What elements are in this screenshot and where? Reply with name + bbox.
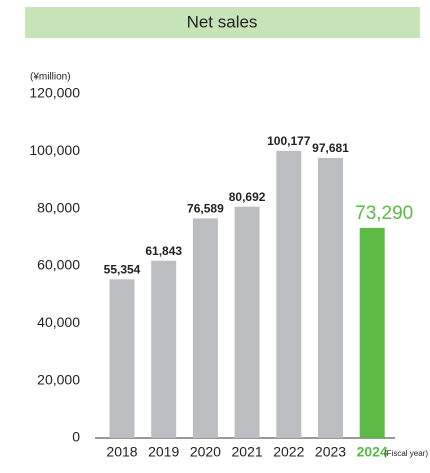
x-tick-label: 2024 [357, 444, 388, 460]
chart-title: Net sales [187, 12, 258, 31]
value-label: 80,692 [229, 190, 266, 204]
value-label: 61,843 [145, 244, 182, 258]
x-tick-label: 2020 [190, 444, 221, 460]
value-label: 100,177 [267, 134, 311, 148]
bar [276, 150, 302, 438]
y-unit-label: (¥million) [30, 72, 71, 83]
bar [318, 157, 343, 438]
y-tick-label: 80,000 [37, 199, 80, 215]
y-tick-label: 40,000 [37, 314, 80, 330]
y-tick-label: 60,000 [37, 257, 80, 273]
value-label: 73,290 [355, 203, 413, 224]
y-tick-label: 120,000 [29, 85, 80, 101]
x-tick-label: 2021 [232, 444, 263, 460]
bar [359, 227, 385, 438]
x-tick-label: 2018 [106, 444, 137, 460]
x-tick-label: 2022 [273, 444, 304, 460]
title-band [25, 7, 420, 38]
y-tick-label: 100,000 [29, 142, 80, 158]
y-tick-label: 20,000 [37, 371, 80, 387]
value-label: 97,681 [312, 141, 349, 155]
value-label: 76,589 [187, 202, 224, 216]
value-label: 55,354 [104, 262, 141, 276]
bar [109, 279, 135, 438]
x-axis-label: (Fiscal year) [384, 449, 428, 458]
bar [234, 206, 260, 438]
y-tick-label: 0 [72, 429, 80, 445]
x-tick-label: 2019 [148, 444, 179, 460]
bar [151, 260, 177, 438]
x-tick-label: 2023 [315, 444, 346, 460]
bar [192, 218, 218, 438]
